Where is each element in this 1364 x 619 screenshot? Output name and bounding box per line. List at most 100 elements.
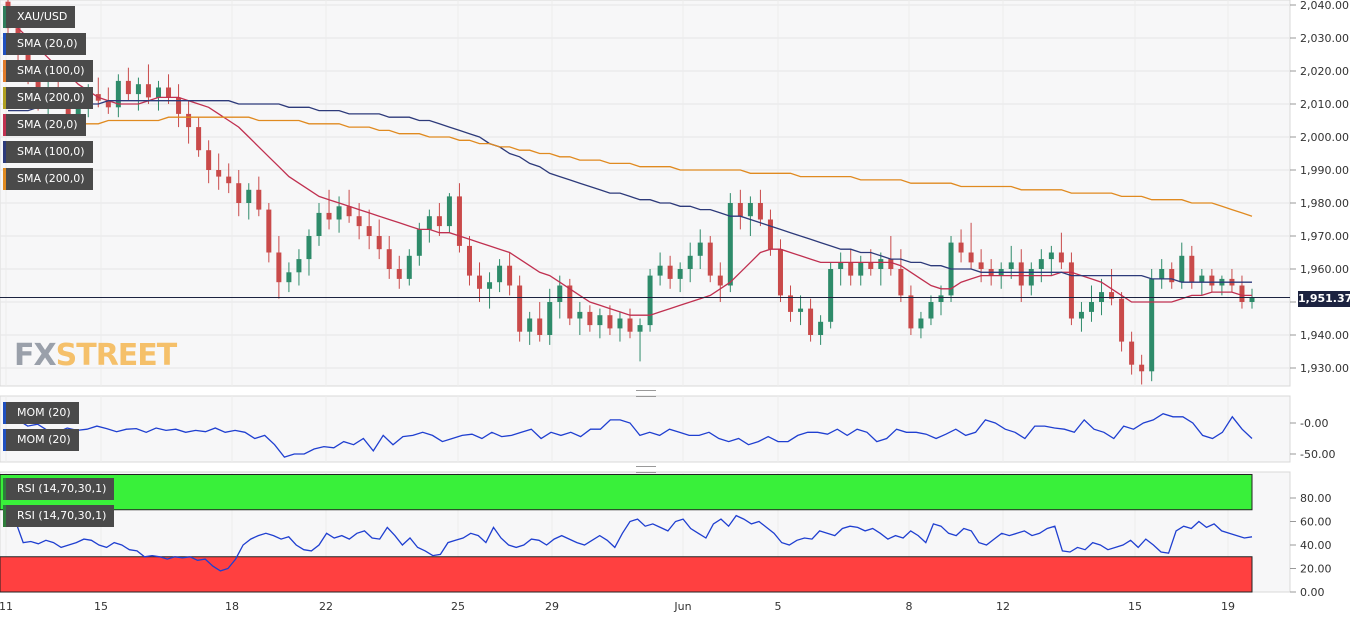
momentum-pane-background (0, 395, 1291, 463)
candle-down (788, 295, 794, 312)
candle-up (416, 229, 422, 256)
candle-down (1119, 298, 1125, 342)
candle-down (216, 170, 222, 177)
candle-up (617, 318, 623, 329)
candle-up (286, 272, 292, 283)
candle-up (838, 262, 844, 269)
legend-label: SMA (200,0) (17, 91, 85, 104)
candle-down (1169, 269, 1175, 283)
time-tick-label: 11 (0, 600, 13, 613)
legend-label: RSI (14,70,30,1) (17, 509, 107, 522)
candle-up (1179, 255, 1185, 283)
candle-up (1038, 259, 1044, 269)
candle-down (517, 285, 523, 332)
sma-100-line (8, 100, 1252, 283)
time-tick-label: 5 (775, 600, 782, 613)
legend-label: SMA (20,0) (17, 118, 78, 131)
candle-up (547, 302, 553, 335)
candle-down (196, 127, 202, 151)
candle-down (436, 216, 442, 227)
candle-down (276, 252, 282, 283)
legend-main-6[interactable]: SMA (200,0) (3, 168, 93, 190)
legend-main-4[interactable]: SMA (20,0) (3, 114, 86, 136)
legend-mom-0[interactable]: MOM (20) (3, 402, 79, 424)
candle-down (35, 74, 41, 98)
candle-down (145, 84, 151, 98)
legend-main-2[interactable]: SMA (100,0) (3, 60, 93, 82)
candle-up (115, 80, 121, 108)
candle-down (1239, 285, 1245, 302)
time-tick-label: 22 (319, 600, 333, 613)
candle-up (1149, 278, 1155, 372)
candle-down (507, 265, 513, 286)
candle-down (888, 259, 894, 269)
candle-down (908, 295, 914, 329)
candle-down (356, 216, 362, 227)
candle-down (737, 203, 743, 217)
last-price-tag: 1,951.37 (1298, 291, 1353, 307)
legend-main-1[interactable]: SMA (20,0) (3, 33, 86, 55)
candle-down (607, 315, 613, 329)
legend-rsi-1[interactable]: RSI (14,70,30,1) (3, 505, 115, 527)
price-tick-label: 2,030.00 (1300, 32, 1349, 45)
legend-main-3[interactable]: SMA (200,0) (3, 87, 93, 109)
candle-down (848, 262, 854, 276)
candle-up (1088, 302, 1094, 312)
pane-resize-handle-2[interactable] (636, 466, 656, 473)
sma-20-line (7, 17, 1252, 316)
candle-up (487, 282, 493, 289)
candle-down (366, 226, 372, 236)
legend-label: MOM (20) (17, 433, 71, 446)
candle-down (1189, 255, 1195, 283)
pane-resize-handle-1[interactable] (636, 390, 656, 397)
candle-down (777, 249, 783, 296)
candle-up (657, 265, 663, 276)
candle-down (326, 212, 332, 220)
legend-main-0[interactable]: XAU/USD (3, 6, 76, 28)
price-tick-label: 2,020.00 (1300, 65, 1349, 78)
candle-up (687, 255, 693, 269)
candle-down (226, 176, 232, 184)
time-tick-label: 15 (94, 600, 108, 613)
price-tick-label: 2,000.00 (1300, 131, 1349, 144)
candle-down (757, 203, 763, 220)
price-tick-label: 1,960.00 (1300, 263, 1349, 276)
candle-down (1068, 262, 1074, 319)
legend-label: MOM (20) (17, 406, 71, 419)
time-tick-label: 8 (906, 600, 913, 613)
time-tick-label: 25 (451, 600, 465, 613)
candle-up (677, 269, 683, 279)
sma-200-line (8, 116, 1253, 217)
candle-down (808, 308, 814, 335)
candle-up (426, 216, 432, 230)
legend-rsi-0[interactable]: RSI (14,70,30,1) (3, 478, 115, 500)
candle-up (647, 275, 653, 326)
candle-up (1048, 252, 1054, 260)
candle-down (707, 242, 713, 276)
legend-label: SMA (200,0) (17, 172, 85, 185)
candle-down (587, 311, 593, 326)
time-tick-label: 15 (1128, 600, 1142, 613)
candle-up (336, 206, 342, 220)
candle-down (767, 219, 773, 250)
legend-mom-1[interactable]: MOM (20) (3, 429, 79, 451)
candle-down (978, 262, 984, 269)
candle-down (1209, 275, 1215, 286)
time-tick-label: 19 (1221, 600, 1235, 613)
candle-down (537, 318, 543, 335)
legend-main-5[interactable]: SMA (100,0) (3, 141, 93, 163)
time-tick-label: 18 (225, 600, 239, 613)
candle-down (266, 209, 272, 253)
mom-tick-label: -50.00 (1300, 448, 1335, 461)
rsi-tick-label: 40.00 (1300, 539, 1332, 552)
price-tick-label: 2,040.00 (1300, 0, 1349, 12)
time-tick-label: 29 (545, 600, 559, 613)
candle-up (858, 262, 864, 276)
candle-up (446, 196, 452, 227)
candle-up (798, 308, 804, 312)
candle-up (818, 321, 824, 335)
candle-up (155, 87, 161, 98)
candle-up (1008, 262, 1014, 269)
price-tick-label: 1,980.00 (1300, 197, 1349, 210)
